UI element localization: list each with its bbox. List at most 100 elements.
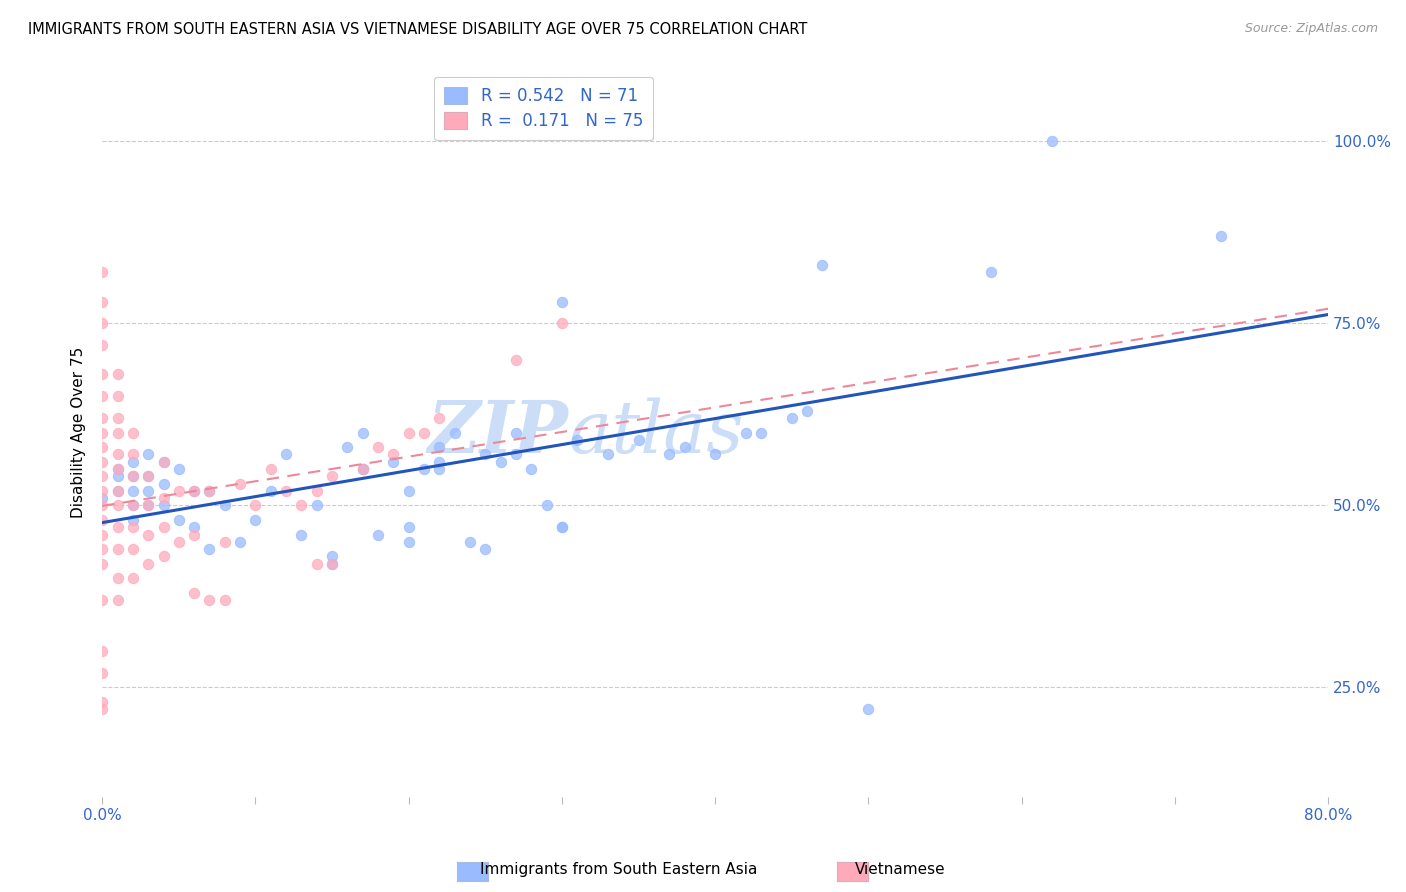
Point (398, 534, 420, 549)
Point (336, 440, 359, 454)
Point (520, 462, 543, 476)
Point (382, 447, 405, 461)
Point (627, 433, 650, 447)
Point (107, 483, 129, 498)
Point (290, 527, 312, 541)
Point (505, 352, 527, 367)
Point (245, 499, 267, 513)
Point (91, 440, 114, 454)
Point (198, 542, 221, 557)
Point (398, 425, 420, 440)
Point (352, 425, 374, 440)
Point (413, 425, 436, 440)
Text: atlas: atlas (568, 397, 744, 468)
Point (367, 527, 389, 541)
Point (91, 527, 114, 541)
Point (91, 317, 114, 331)
Point (352, 462, 374, 476)
Point (136, 557, 159, 571)
Point (734, 425, 756, 440)
Point (152, 455, 174, 469)
Point (980, 265, 1002, 279)
Point (91, 389, 114, 403)
Point (107, 368, 129, 382)
Point (183, 527, 205, 541)
Text: ZIP: ZIP (427, 397, 568, 468)
Point (274, 447, 297, 461)
Point (427, 440, 450, 454)
Point (107, 593, 129, 607)
Point (198, 593, 221, 607)
Point (136, 447, 159, 461)
Point (107, 462, 129, 476)
Point (321, 557, 343, 571)
Point (214, 593, 236, 607)
Point (1209, 229, 1232, 244)
Point (183, 586, 205, 600)
Point (91, 469, 114, 483)
Point (489, 455, 512, 469)
Point (321, 549, 343, 564)
Point (1040, 134, 1063, 148)
Point (107, 520, 129, 534)
Point (152, 520, 174, 534)
Point (91, 557, 114, 571)
Point (121, 571, 143, 585)
Point (152, 549, 174, 564)
Point (505, 447, 527, 461)
Point (167, 462, 190, 476)
Point (121, 447, 143, 461)
Point (321, 557, 343, 571)
Y-axis label: Disability Age Over 75: Disability Age Over 75 (72, 347, 86, 518)
Point (413, 462, 436, 476)
Point (443, 425, 465, 440)
Point (152, 499, 174, 513)
Point (427, 411, 450, 425)
Point (474, 447, 496, 461)
Point (152, 476, 174, 491)
Text: Immigrants from South Eastern Asia: Immigrants from South Eastern Asia (479, 863, 758, 877)
Point (91, 338, 114, 352)
Point (398, 483, 420, 498)
Point (107, 447, 129, 461)
Point (229, 476, 252, 491)
Point (121, 483, 143, 498)
Point (107, 411, 129, 425)
Point (107, 571, 129, 585)
Point (107, 469, 129, 483)
Point (198, 483, 221, 498)
Point (352, 462, 374, 476)
Point (121, 499, 143, 513)
Legend: R = 0.542   N = 71, R =  0.171   N = 75: R = 0.542 N = 71, R = 0.171 N = 75 (434, 77, 652, 140)
Point (107, 483, 129, 498)
Point (121, 499, 143, 513)
Point (427, 462, 450, 476)
Point (183, 483, 205, 498)
Point (91, 368, 114, 382)
Point (91, 499, 114, 513)
Point (121, 455, 143, 469)
Text: Source: ZipAtlas.com: Source: ZipAtlas.com (1244, 22, 1378, 36)
Point (107, 462, 129, 476)
Point (274, 483, 297, 498)
Point (796, 403, 818, 417)
Point (91, 665, 114, 680)
Point (536, 499, 558, 513)
Point (136, 499, 159, 513)
Point (167, 483, 190, 498)
Point (136, 527, 159, 541)
Point (551, 520, 574, 534)
Point (198, 483, 221, 498)
Point (136, 483, 159, 498)
Point (305, 499, 328, 513)
Point (427, 455, 450, 469)
Point (858, 702, 880, 716)
Point (121, 520, 143, 534)
Point (811, 258, 834, 272)
Point (107, 499, 129, 513)
Point (704, 447, 727, 461)
Point (183, 483, 205, 498)
Point (229, 534, 252, 549)
Point (749, 425, 772, 440)
Point (152, 491, 174, 505)
